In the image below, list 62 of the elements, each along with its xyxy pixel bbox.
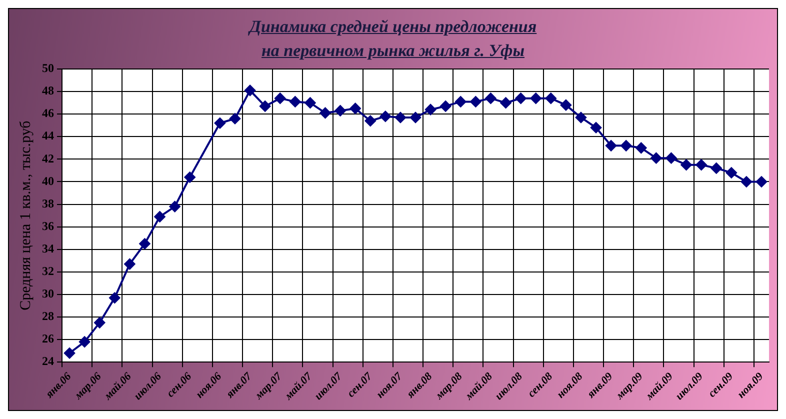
point <box>425 104 436 116</box>
chart-title: Динамика средней цены предложения на первичном рынка жилья г. Уфы <box>247 16 538 62</box>
point <box>334 105 346 116</box>
point <box>470 96 482 108</box>
point <box>515 92 526 104</box>
y-tick-label: 46 <box>42 106 54 120</box>
point <box>260 100 271 112</box>
point <box>696 159 707 170</box>
point <box>560 100 572 111</box>
point <box>606 140 617 152</box>
y-tick-label: 28 <box>42 309 54 324</box>
point <box>545 92 556 104</box>
point <box>380 110 391 122</box>
y-axis-title: Средняя цена 1 кв.м., тыс.руб <box>18 120 34 310</box>
point <box>184 172 196 183</box>
point <box>710 162 722 174</box>
point <box>290 96 301 108</box>
point <box>244 84 256 96</box>
point <box>485 92 496 104</box>
point <box>169 201 180 212</box>
point <box>620 140 632 152</box>
point <box>410 112 421 123</box>
point <box>320 107 331 118</box>
point <box>154 211 166 222</box>
point <box>214 118 226 129</box>
y-tick-label: 38 <box>42 196 54 210</box>
y-tick-label: 50 <box>42 61 54 76</box>
point <box>394 112 406 123</box>
y-tick-label: 26 <box>42 332 54 346</box>
y-tick-label: 36 <box>42 218 54 233</box>
point <box>455 96 466 108</box>
point <box>500 97 512 108</box>
point <box>139 238 150 250</box>
point <box>304 97 316 108</box>
point <box>666 152 677 164</box>
point <box>350 102 361 114</box>
point <box>440 100 452 112</box>
point <box>109 292 120 304</box>
y-tick-label: 48 <box>42 84 54 98</box>
point <box>590 122 602 134</box>
y-tick-label: 24 <box>42 354 54 368</box>
point <box>530 92 542 104</box>
point <box>364 115 376 126</box>
point <box>124 258 136 270</box>
y-tick-label: 44 <box>42 128 54 143</box>
y-tick-label: 40 <box>42 174 54 188</box>
point <box>229 113 240 124</box>
point <box>575 112 586 123</box>
y-tick-label: 30 <box>42 286 54 301</box>
point <box>756 176 767 188</box>
y-tick-label: 42 <box>42 151 54 166</box>
point <box>650 152 662 164</box>
point <box>636 142 647 154</box>
y-tick-label: 32 <box>42 264 54 278</box>
point <box>274 92 286 104</box>
point <box>740 176 752 188</box>
y-tick-label: 34 <box>42 241 54 256</box>
point <box>94 317 106 328</box>
point <box>726 167 737 178</box>
point <box>64 348 76 359</box>
point <box>79 336 90 348</box>
point <box>680 159 692 170</box>
